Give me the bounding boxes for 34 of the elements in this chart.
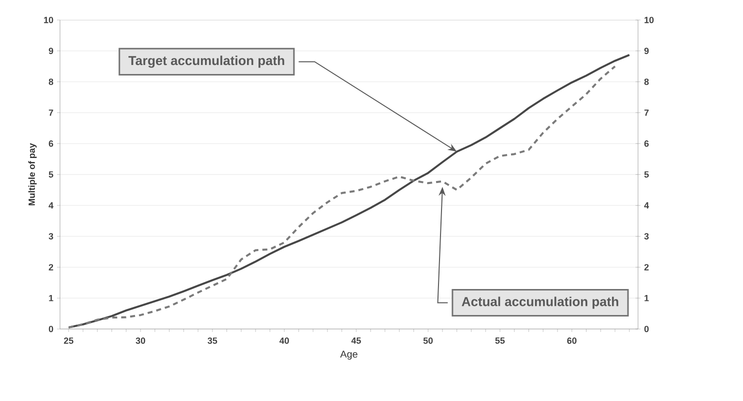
x-tick-label: 60 bbox=[567, 337, 576, 344]
y2-tick-label: 6 bbox=[644, 140, 649, 147]
x-tick-label: 40 bbox=[279, 337, 289, 344]
annotation: Target accumulation path bbox=[128, 56, 284, 68]
y-tick-label: 6 bbox=[48, 140, 54, 147]
y2-tick-label: 10 bbox=[644, 16, 654, 24]
x-tick-label: 35 bbox=[208, 337, 218, 344]
x-axis-title: Age bbox=[340, 350, 358, 360]
x-tick-label: 30 bbox=[136, 337, 146, 344]
y-tick-label: 1 bbox=[49, 295, 54, 302]
y-tick-label: 4 bbox=[48, 202, 54, 208]
y2-tick-label: 3 bbox=[644, 233, 649, 240]
y-tick-label: 3 bbox=[48, 233, 54, 240]
y-tick-label: 10 bbox=[44, 16, 54, 24]
y2-tick-label: 8 bbox=[644, 78, 649, 85]
y-tick-label: 2 bbox=[48, 264, 54, 270]
x-tick-label: 25 bbox=[64, 337, 74, 344]
y-tick-label: 7 bbox=[48, 110, 54, 116]
y-tick-label: 8 bbox=[48, 78, 54, 85]
y-tick-label: 9 bbox=[48, 48, 54, 54]
y-tick-label: 5 bbox=[48, 171, 54, 178]
y2-tick-label: 9 bbox=[644, 48, 649, 54]
y-axis-title: Multiple of pay bbox=[28, 143, 37, 206]
y2-tick-label: 7 bbox=[644, 110, 649, 116]
annotation: Actual accumulation path bbox=[462, 296, 618, 309]
y2-tick-label: 1 bbox=[644, 295, 649, 302]
y2-tick-label: 4 bbox=[644, 202, 649, 208]
y2-tick-label: 5 bbox=[644, 171, 649, 178]
x-tick-label: 55 bbox=[495, 337, 505, 344]
x-tick-label: 50 bbox=[423, 337, 433, 344]
y2-tick-label: 0 bbox=[644, 326, 649, 332]
y-tick-label: 0 bbox=[48, 326, 54, 332]
y2-tick-label: 2 bbox=[644, 264, 649, 270]
x-tick-label: 45 bbox=[351, 337, 361, 344]
